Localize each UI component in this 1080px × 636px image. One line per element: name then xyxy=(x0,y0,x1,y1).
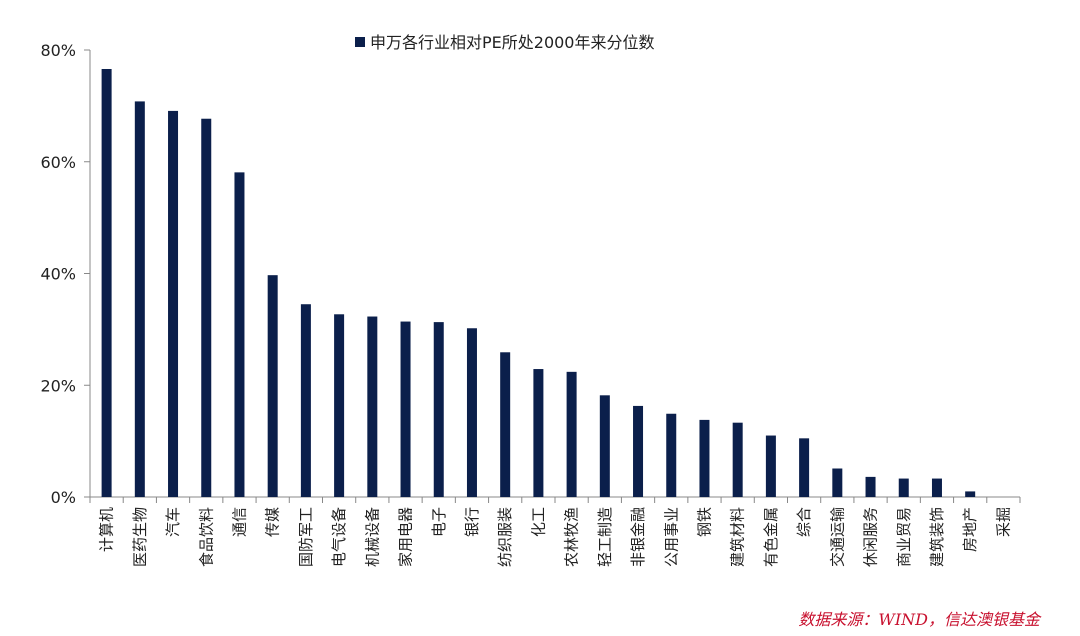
x-category-label: 轻工制造 xyxy=(596,507,614,567)
y-tick-label: 0% xyxy=(51,488,76,507)
x-category-label: 汽车 xyxy=(164,507,182,537)
bar-农林牧渔 xyxy=(566,371,577,497)
x-category-label: 纺织服装 xyxy=(496,507,514,567)
bar-家用电器 xyxy=(400,321,411,497)
x-category-label: 有色金属 xyxy=(762,507,780,567)
x-category-label: 银行 xyxy=(463,507,481,537)
legend-label: 申万各行业相对PE所处2000年来分位数 xyxy=(370,33,654,52)
x-category-label: 化工 xyxy=(529,507,547,537)
y-tick-label: 80% xyxy=(40,41,76,60)
x-category-label: 机械设备 xyxy=(363,507,381,567)
x-category-label: 农林牧渔 xyxy=(563,507,581,567)
x-axis: 计算机 医药生物 汽车 食品饮料 通信 传媒 国防军工 电气设备 机械设备 家用电器 电子 银行 纺织服… xyxy=(89,496,1021,567)
x-category-label: 家用电器 xyxy=(397,507,415,567)
x-category-label: 电子 xyxy=(430,507,448,537)
x-category-label: 非银金融 xyxy=(629,507,647,567)
bar-公用事业 xyxy=(666,413,677,497)
bars xyxy=(101,68,976,497)
y-axis: 0% 20% 40% 60% 80% xyxy=(40,41,91,507)
bar-食品饮料 xyxy=(201,118,212,497)
x-category-label: 房地产 xyxy=(961,507,979,552)
bar-轻工制造 xyxy=(599,395,610,497)
bar-钢铁 xyxy=(699,419,710,497)
bar-机械设备 xyxy=(367,316,378,497)
bar-房地产 xyxy=(965,491,976,497)
x-category-label: 建筑装饰 xyxy=(928,507,946,567)
x-category-label: 钢铁 xyxy=(695,507,713,537)
bar-非银金融 xyxy=(633,405,644,497)
x-category-label: 休闲服务 xyxy=(862,507,880,567)
bar-传媒 xyxy=(267,275,278,497)
bar-通信 xyxy=(234,172,245,497)
legend-swatch xyxy=(355,37,365,47)
bar-交通运输 xyxy=(832,468,843,497)
legend: 申万各行业相对PE所处2000年来分位数 xyxy=(355,33,654,52)
bar-有色金属 xyxy=(765,435,776,497)
x-category-label: 采掘 xyxy=(994,507,1012,537)
bar-化工 xyxy=(533,369,544,497)
bar-汽车 xyxy=(168,110,179,497)
bar-国防军工 xyxy=(300,304,311,497)
x-category-label: 食品饮料 xyxy=(197,507,215,567)
bar-综合 xyxy=(799,438,810,497)
x-category-label: 综合 xyxy=(795,507,813,537)
y-tick-label: 40% xyxy=(40,265,76,284)
x-category-label: 电气设备 xyxy=(330,507,348,567)
bar-电子 xyxy=(433,322,444,497)
bar-银行 xyxy=(466,328,477,497)
bar-商业贸易 xyxy=(898,478,909,497)
x-category-label: 计算机 xyxy=(98,507,116,552)
source-note: 数据来源：WIND，信达澳银基金 xyxy=(798,610,1040,629)
x-category-label: 传媒 xyxy=(264,507,282,537)
x-category-label: 公用事业 xyxy=(662,507,680,567)
x-category-label: 国防军工 xyxy=(297,507,315,567)
bar-医药生物 xyxy=(134,101,145,497)
y-tick-label: 20% xyxy=(40,376,76,395)
bar-电气设备 xyxy=(334,314,345,497)
x-category-label: 通信 xyxy=(230,507,248,537)
x-category-label: 建筑材料 xyxy=(729,507,747,567)
bar-纺织服装 xyxy=(500,352,511,497)
bar-建筑材料 xyxy=(732,422,743,497)
x-category-label: 商业贸易 xyxy=(895,507,913,567)
bar-休闲服务 xyxy=(865,476,876,497)
bar-计算机 xyxy=(101,68,112,497)
x-category-label: 医药生物 xyxy=(131,507,149,567)
bar-建筑装饰 xyxy=(931,478,942,497)
y-tick-label: 60% xyxy=(40,153,76,172)
x-category-label: 交通运输 xyxy=(828,507,846,567)
